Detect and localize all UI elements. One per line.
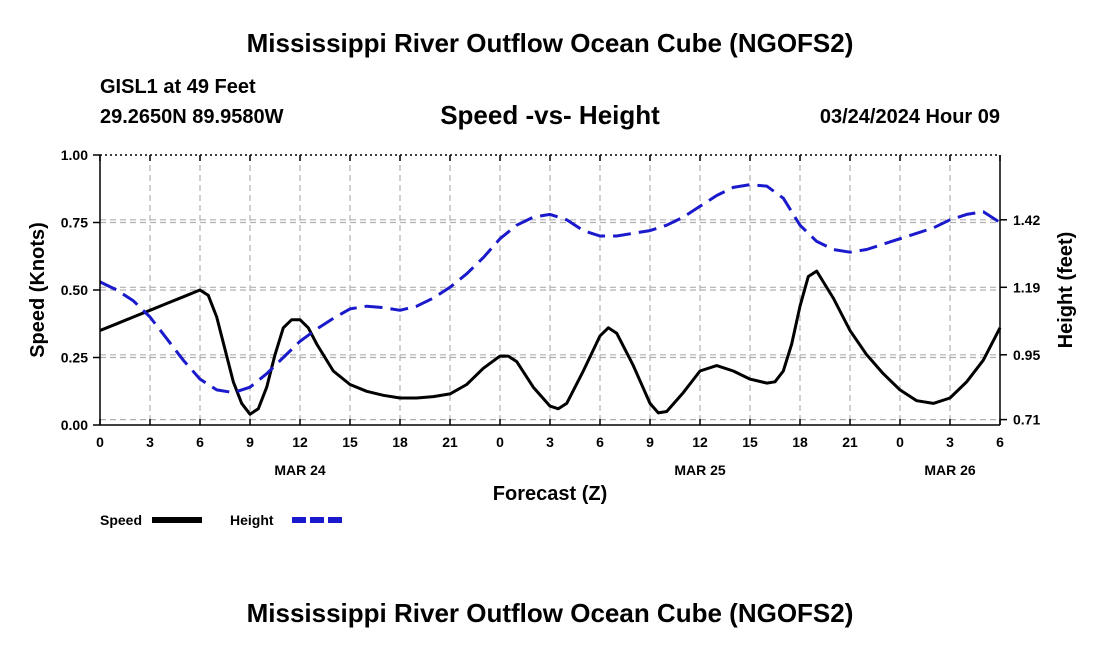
legend: Speed Height <box>100 512 342 528</box>
data-series <box>99 183 1002 416</box>
x-tick-label: 15 <box>342 434 358 450</box>
y-tick-label-right: 0.95 <box>1013 347 1040 363</box>
y-tick-label-right: 1.19 <box>1013 279 1040 295</box>
y-tick-label-left: 0.50 <box>61 282 88 298</box>
x-axis-title: Forecast (Z) <box>493 483 607 505</box>
x-tick-label: 9 <box>646 434 654 450</box>
x-tick-label: 0 <box>896 434 904 450</box>
x-tick-label: 0 <box>96 434 104 450</box>
x-tick-label: 18 <box>792 434 808 450</box>
y-tick-label-right: 1.42 <box>1013 212 1040 228</box>
y-tick-label-right: 0.71 <box>1013 412 1040 428</box>
x-tick-label: 9 <box>246 434 254 450</box>
x-tick-label: 3 <box>946 434 954 450</box>
y-tick-label-left: 1.00 <box>61 147 88 163</box>
forecast-datetime: 03/24/2024 Hour 09 <box>819 106 1000 128</box>
station-label: GISL1 at 49 Feet <box>100 76 256 98</box>
legend-label-speed: Speed <box>100 512 142 528</box>
y-tick-label-left: 0.25 <box>61 350 88 366</box>
x-tick-label: 21 <box>442 434 458 450</box>
x-tick-label: 0 <box>496 434 504 450</box>
date-label: MAR 25 <box>674 462 726 478</box>
x-tick-label: 6 <box>996 434 1004 450</box>
x-tick-label: 6 <box>596 434 604 450</box>
x-tick-label: 6 <box>196 434 204 450</box>
date-label: MAR 24 <box>274 462 326 478</box>
x-tick-label: 12 <box>292 434 308 450</box>
series-line-speed <box>99 269 1002 416</box>
y-tick-label-left: 0.75 <box>61 215 88 231</box>
legend-label-height: Height <box>230 512 274 528</box>
x-tick-label: 3 <box>146 434 154 450</box>
x-tick-label: 15 <box>742 434 758 450</box>
x-tick-label: 12 <box>692 434 708 450</box>
chart-title: Mississippi River Outflow Ocean Cube (NG… <box>246 28 854 58</box>
x-tick-label: 3 <box>546 434 554 450</box>
axis-labels: 0 3 6 9 12 15 18 21 0 3 6 9 12 15 18 21 0 3 6 MAR 24 MAR 25 M… <box>27 147 1077 505</box>
y-axis-title-left: Speed (Knots) <box>27 222 49 358</box>
axes <box>93 154 1007 426</box>
y-axis-title-right: Height (feet) <box>1055 232 1077 349</box>
x-tick-label: 21 <box>842 434 858 450</box>
series-line-height <box>99 183 1001 395</box>
footer-title: Mississippi River Outflow Ocean Cube (NG… <box>246 598 854 628</box>
x-tick-label: 18 <box>392 434 408 450</box>
date-label: MAR 26 <box>924 462 976 478</box>
chart-subtitle: Speed -vs- Height <box>440 100 660 130</box>
station-coordinates: 29.2650N 89.9580W <box>100 106 284 128</box>
y-tick-label-left: 0.00 <box>61 417 88 433</box>
